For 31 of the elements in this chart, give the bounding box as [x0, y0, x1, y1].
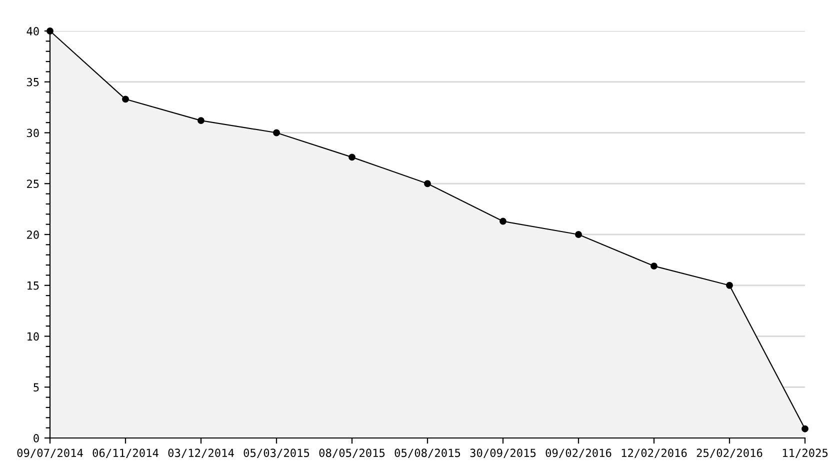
point [46, 28, 54, 34]
y-tick-label: 25 [27, 180, 39, 188]
point [424, 180, 431, 188]
point [348, 154, 356, 161]
y-tick-label: 30 [26, 128, 39, 138]
point [273, 129, 280, 136]
x-tick-label: 05/03/2015 [244, 448, 310, 458]
x-tick-label: 25/02/2016 [696, 448, 762, 458]
point [575, 231, 582, 238]
point [198, 117, 204, 124]
x-tick-label: 05/08/2015 [394, 448, 460, 458]
x-tick-label: 06/11/2014 [92, 448, 158, 458]
x-tick-label: 08/05/2015 [319, 448, 385, 458]
y-tick-label: 35 [26, 78, 39, 86]
y-tick-label: 0 [34, 434, 39, 442]
x-tick-label: 12/02/2016 [622, 448, 687, 458]
y-tick-label: 15 [28, 282, 39, 290]
x-tick-label: 03/12/2014 [168, 448, 234, 458]
y-tick-label: 5 [34, 383, 39, 392]
x-tick-label: 30/09/2015 [470, 448, 536, 458]
point [122, 96, 129, 103]
x-tick-label: 09/02/2016 [546, 448, 612, 458]
x-tick-label: 09/07/2014 [17, 448, 83, 458]
point [500, 218, 506, 225]
point [726, 282, 733, 289]
point [802, 425, 808, 432]
y-tick-label: 10 [28, 332, 39, 341]
x-tick-label: 11/2025 [782, 448, 828, 458]
point [650, 262, 658, 270]
y-tick-label: 40 [26, 27, 39, 36]
y-tick-label: 20 [27, 230, 39, 239]
